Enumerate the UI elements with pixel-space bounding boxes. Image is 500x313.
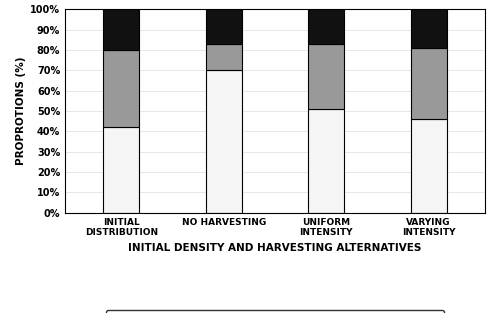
Bar — [308, 9, 344, 44]
Bar — [104, 50, 140, 127]
Legend: SPECIES GROUP 1, SPECIES GROUP 2, SPECIES GROUP 3: SPECIES GROUP 1, SPECIES GROUP 2, SPECIE… — [106, 310, 444, 313]
Bar — [104, 127, 140, 213]
Bar — [410, 119, 446, 213]
Y-axis label: PROPROTIONS (%): PROPROTIONS (%) — [16, 57, 26, 165]
Bar — [308, 44, 344, 109]
X-axis label: INITIAL DENSITY AND HARVESTING ALTERNATIVES: INITIAL DENSITY AND HARVESTING ALTERNATI… — [128, 243, 422, 253]
Bar — [206, 9, 242, 44]
Bar — [206, 70, 242, 213]
Bar — [206, 44, 242, 70]
Bar — [104, 9, 140, 50]
Bar — [410, 9, 446, 48]
Bar — [410, 48, 446, 119]
Bar — [308, 109, 344, 213]
